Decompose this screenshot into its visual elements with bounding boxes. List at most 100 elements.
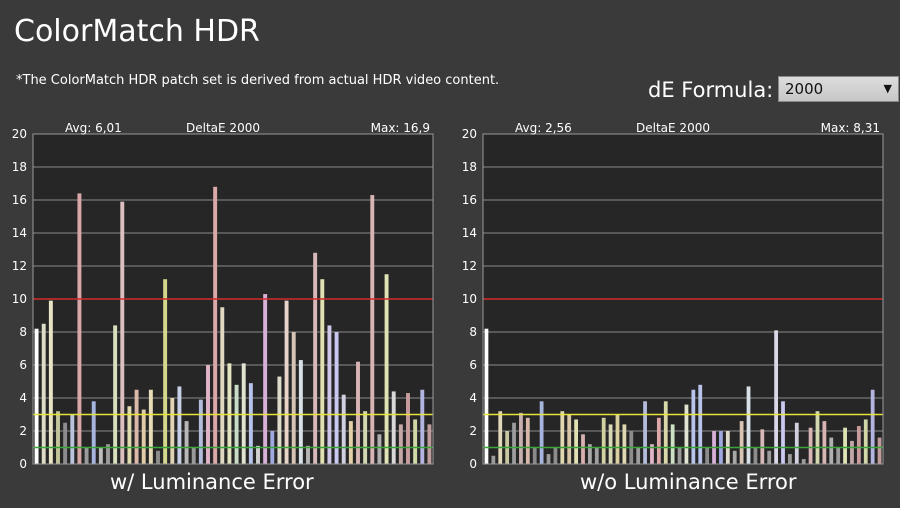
bar <box>767 450 772 464</box>
bar <box>48 300 53 464</box>
bar <box>739 421 744 464</box>
y-tick-label: 10 <box>12 292 27 306</box>
bar <box>348 421 353 464</box>
bar <box>670 424 675 464</box>
y-tick-label: 14 <box>12 226 27 240</box>
max-label: Max: 8,31 <box>821 121 880 135</box>
bar <box>877 437 882 464</box>
bar <box>601 417 606 464</box>
bar <box>141 409 146 464</box>
y-tick-label: 8 <box>19 325 27 339</box>
bar <box>684 404 689 464</box>
bar <box>574 419 578 464</box>
bar <box>567 414 572 464</box>
bar <box>256 445 260 464</box>
bar <box>525 417 530 464</box>
y-tick-label: 6 <box>19 358 27 372</box>
bar <box>370 195 375 465</box>
bar <box>106 444 110 464</box>
bar <box>327 325 332 464</box>
bar <box>760 429 765 464</box>
bar <box>63 422 68 464</box>
bar <box>546 454 551 464</box>
bar <box>788 454 792 464</box>
bar <box>774 330 778 464</box>
bar <box>163 279 168 464</box>
bar <box>732 450 737 464</box>
bar <box>519 412 523 464</box>
de-formula-select[interactable]: 2000 ▼ <box>778 76 899 102</box>
y-tick-label: 10 <box>462 292 477 306</box>
avg-label: Avg: 6,01 <box>65 121 122 135</box>
bar <box>643 401 647 464</box>
bar <box>170 398 175 464</box>
bar <box>177 386 182 464</box>
bar <box>377 434 382 464</box>
formula-header-label: DeltaE 2000 <box>636 121 710 135</box>
bar <box>84 447 89 464</box>
y-tick-label: 18 <box>12 160 27 174</box>
bar <box>420 389 425 464</box>
bar <box>156 450 160 464</box>
bar <box>184 421 189 464</box>
chart-with-luminance-error: 0 2 4 6 8 10 12 14 16 18 20 Avg: 6,01 DeltaE 2000 Max… <box>12 121 434 471</box>
bar <box>320 279 325 464</box>
y-tick-label: 16 <box>462 193 477 207</box>
bar <box>113 325 118 464</box>
y-tick-label: 6 <box>469 358 477 372</box>
bar <box>363 411 368 464</box>
bar <box>56 411 60 464</box>
bar <box>127 406 132 464</box>
bar <box>498 411 503 464</box>
chart-right-caption: w/o Luminance Error <box>580 470 797 494</box>
formula-header-label: DeltaE 2000 <box>186 121 260 135</box>
bar <box>291 332 296 464</box>
bar <box>248 383 253 464</box>
bar <box>213 186 218 465</box>
bar <box>691 389 696 464</box>
page-title: ColorMatch HDR <box>14 14 260 49</box>
bar <box>277 376 282 464</box>
y-tick-label: 20 <box>12 127 27 141</box>
chart-left-caption: w/ Luminance Error <box>110 470 314 494</box>
bar <box>398 424 403 464</box>
bar <box>41 323 46 464</box>
avg-label: Avg: 2,56 <box>515 121 572 135</box>
bar <box>539 401 544 464</box>
bar <box>263 294 268 464</box>
bar <box>746 386 751 464</box>
y-tick-label: 4 <box>469 391 477 405</box>
de-formula-selected-value: 2000 <box>785 80 824 98</box>
bar <box>427 424 432 464</box>
bar <box>391 391 396 464</box>
bar <box>594 447 599 464</box>
y-tick-label: 0 <box>469 457 477 471</box>
y-tick-label: 18 <box>462 160 477 174</box>
chevron-down-icon: ▼ <box>883 82 892 95</box>
bar <box>313 252 318 464</box>
bar <box>532 447 537 464</box>
y-tick-label: 0 <box>19 457 27 471</box>
bar <box>581 434 585 464</box>
bar <box>856 426 861 464</box>
patch-set-note: *The ColorMatch HDR patch set is derived… <box>16 73 500 88</box>
bar <box>698 384 703 464</box>
chart-without-luminance-error: 0 2 4 6 8 10 12 14 16 18 20 Avg: 2,56 DeltaE 2000 Max… <box>462 121 884 471</box>
y-tick-label: 16 <box>12 193 27 207</box>
bar <box>491 455 496 464</box>
bar <box>120 201 125 464</box>
bar <box>198 399 203 464</box>
bar <box>588 444 592 464</box>
bar <box>98 447 103 464</box>
bar <box>794 422 799 464</box>
bar <box>413 419 418 464</box>
bar <box>406 393 410 464</box>
bar <box>808 427 813 464</box>
bar <box>850 440 854 464</box>
y-tick-label: 14 <box>462 226 477 240</box>
y-tick-label: 4 <box>19 391 27 405</box>
bar <box>241 363 246 464</box>
y-tick-label: 8 <box>469 325 477 339</box>
bar <box>836 447 841 464</box>
bar <box>34 328 39 464</box>
